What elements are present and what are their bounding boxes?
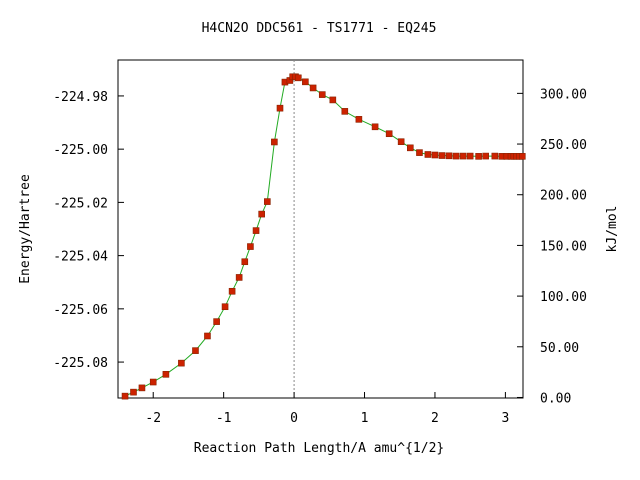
- series-layer: [121, 73, 526, 400]
- data-point: [271, 138, 278, 146]
- right-y-tick-label: 300.00: [540, 87, 587, 102]
- axis-ticks: -2 -1 0 1 2 3 -224.98 -225.00 -225.02 -225.04 -225…: [53, 87, 587, 426]
- data-point: [416, 149, 423, 156]
- data-point: [221, 303, 229, 311]
- data-point: [252, 227, 260, 234]
- data-point: [482, 152, 489, 160]
- right-y-tick-label: 0.00: [540, 391, 571, 406]
- data-point: [309, 84, 317, 92]
- data-point: [178, 359, 185, 367]
- data-point: [329, 96, 337, 104]
- data-point: [491, 152, 499, 160]
- data-point: [121, 392, 129, 400]
- data-point: [355, 116, 363, 123]
- plot-frame: [117, 59, 524, 399]
- data-point: [438, 152, 446, 159]
- data-point: [204, 332, 211, 340]
- data-point: [162, 371, 170, 378]
- data-point: [385, 130, 393, 138]
- x-tick-label: 3: [501, 411, 509, 426]
- right-y-tick-label: 50.00: [540, 341, 579, 356]
- x-tick-label: 2: [431, 411, 439, 426]
- data-point: [258, 210, 265, 218]
- x-tick-label: 1: [361, 411, 369, 426]
- data-point: [459, 152, 467, 160]
- data-point: [192, 347, 199, 354]
- chart-title: H4CN2O DDC561 - TS1771 - EQ245: [202, 21, 437, 36]
- data-point: [475, 153, 482, 160]
- data-point: [424, 151, 432, 158]
- x-tick-label: 0: [290, 411, 298, 426]
- data-point: [138, 384, 146, 392]
- data-point: [247, 243, 254, 250]
- right-y-tick-label: 200.00: [540, 189, 587, 204]
- data-point: [213, 318, 220, 325]
- y-axis-label-left: Energy/Hartree: [18, 174, 33, 284]
- right-y-tick-label: 250.00: [540, 138, 587, 153]
- data-point: [302, 78, 309, 86]
- data-point: [318, 91, 326, 98]
- right-y-tick-label: 100.00: [540, 290, 587, 305]
- y-tick-label: -225.06: [53, 303, 108, 318]
- data-point: [371, 123, 379, 131]
- data-point: [235, 274, 243, 281]
- data-point: [130, 388, 137, 396]
- x-axis-label: Reaction Path Length/A amu^{1/2}: [194, 441, 444, 456]
- y-tick-label: -225.00: [53, 143, 108, 158]
- data-point: [241, 258, 249, 266]
- data-point: [295, 74, 302, 82]
- x-tick-label: -1: [216, 411, 232, 426]
- data-point: [445, 152, 453, 160]
- y-tick-label: -225.04: [53, 250, 108, 265]
- data-point: [264, 198, 271, 205]
- y-tick-label: -225.02: [53, 196, 108, 211]
- data-point: [276, 104, 284, 112]
- y-tick-label: -225.08: [53, 356, 108, 371]
- series-line: [124, 76, 523, 397]
- data-point: [397, 138, 405, 146]
- data-point: [341, 108, 349, 115]
- data-point: [452, 152, 460, 160]
- y-tick-label: -224.98: [53, 90, 108, 105]
- y-axis-label-right: kJ/mol: [605, 206, 620, 253]
- x-tick-label: -2: [145, 411, 161, 426]
- data-point: [407, 144, 414, 152]
- data-point: [228, 287, 236, 295]
- data-point: [518, 153, 526, 160]
- data-point: [431, 151, 439, 159]
- right-y-tick-label: 150.00: [540, 239, 587, 254]
- data-point: [149, 378, 157, 386]
- data-point: [466, 152, 474, 160]
